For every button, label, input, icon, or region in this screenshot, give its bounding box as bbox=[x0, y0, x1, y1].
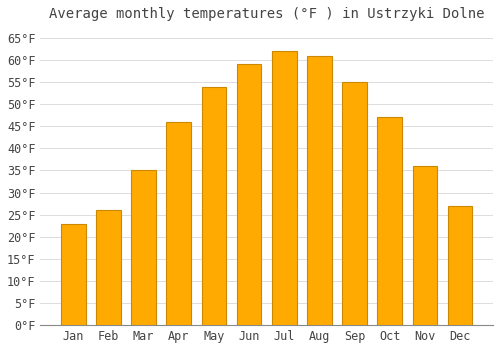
Bar bbox=[237, 64, 262, 325]
Bar bbox=[61, 224, 86, 325]
Bar bbox=[378, 118, 402, 325]
Bar bbox=[96, 210, 120, 325]
Bar bbox=[166, 122, 191, 325]
Bar bbox=[307, 56, 332, 325]
Bar bbox=[131, 170, 156, 325]
Bar bbox=[448, 206, 472, 325]
Bar bbox=[272, 51, 296, 325]
Bar bbox=[412, 166, 438, 325]
Bar bbox=[342, 82, 367, 325]
Title: Average monthly temperatures (°F ) in Ustrzyki Dolne: Average monthly temperatures (°F ) in Us… bbox=[49, 7, 484, 21]
Bar bbox=[202, 86, 226, 325]
